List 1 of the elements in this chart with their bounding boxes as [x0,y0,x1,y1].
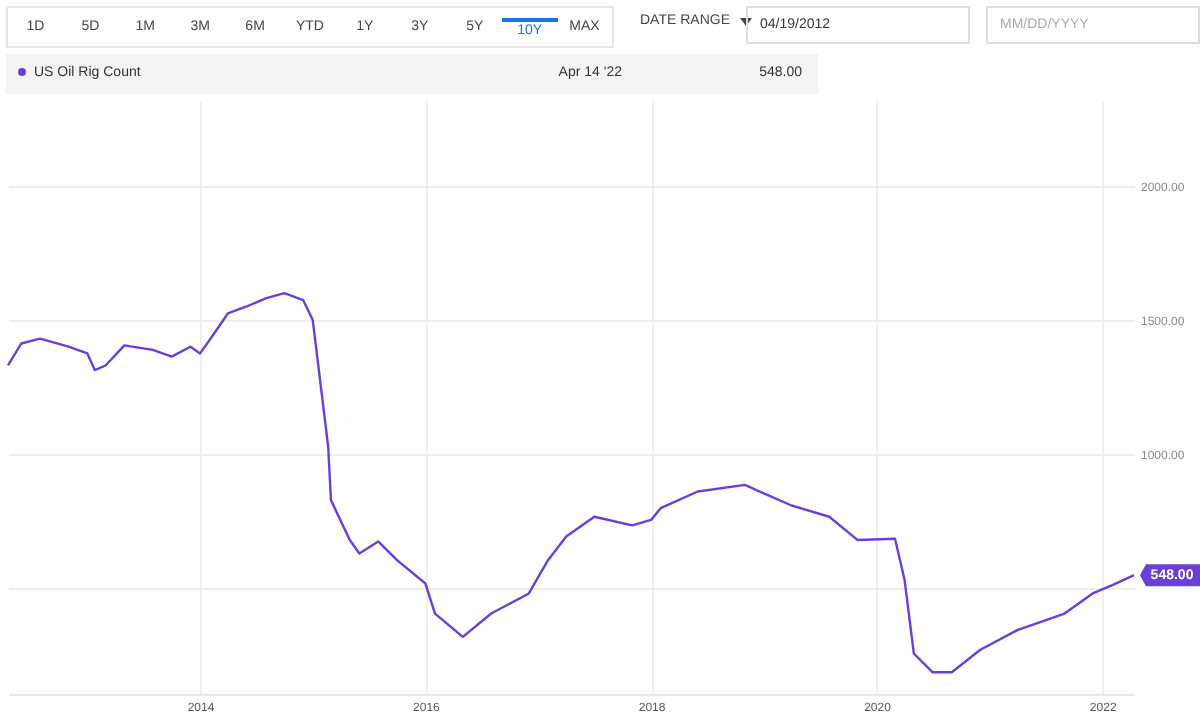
line-series [6,291,1136,674]
